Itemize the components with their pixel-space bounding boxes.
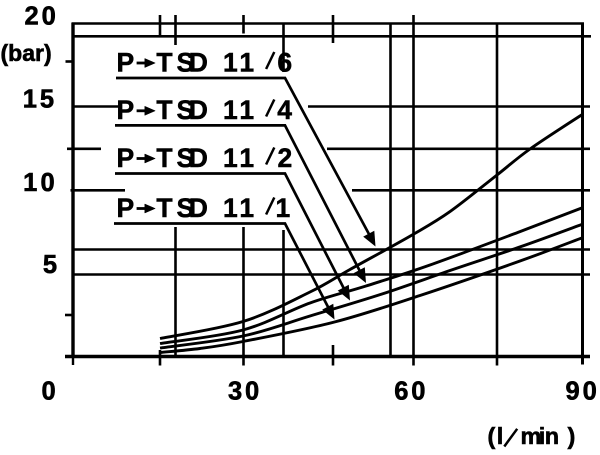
svg-text:1: 1 xyxy=(239,143,254,173)
svg-text:P: P xyxy=(117,48,135,78)
svg-text:l: l xyxy=(497,423,504,449)
svg-text:n: n xyxy=(545,423,559,449)
svg-text:6: 6 xyxy=(277,48,292,78)
svg-text:1: 1 xyxy=(239,48,254,78)
svg-text:2: 2 xyxy=(278,143,293,173)
svg-text:1: 1 xyxy=(223,143,238,173)
svg-text:): ) xyxy=(568,423,576,449)
svg-text:(bar): (bar) xyxy=(1,40,52,66)
svg-text:S: S xyxy=(177,95,195,125)
svg-text:T: T xyxy=(156,143,172,173)
svg-text:30: 30 xyxy=(228,378,262,406)
svg-text:D: D xyxy=(189,193,208,223)
svg-text:T: T xyxy=(156,193,172,223)
svg-text:1: 1 xyxy=(223,48,238,78)
svg-text:P: P xyxy=(117,193,135,223)
svg-text:60: 60 xyxy=(394,378,428,406)
svg-text:1: 1 xyxy=(239,95,254,125)
svg-text:S: S xyxy=(177,48,195,78)
svg-text:(: ( xyxy=(488,423,496,449)
svg-text:20: 20 xyxy=(25,3,59,31)
svg-text:S: S xyxy=(177,143,195,173)
svg-text:P: P xyxy=(117,143,135,173)
svg-text:D: D xyxy=(189,95,208,125)
svg-text:10: 10 xyxy=(23,169,58,197)
svg-text:D: D xyxy=(189,48,208,78)
svg-text:0: 0 xyxy=(42,378,56,406)
svg-text:15: 15 xyxy=(23,86,57,114)
svg-text:1: 1 xyxy=(276,193,291,223)
svg-text:S: S xyxy=(177,193,195,223)
svg-text:90: 90 xyxy=(566,378,600,406)
svg-text:i: i xyxy=(539,423,546,449)
svg-text:D: D xyxy=(189,143,208,173)
svg-text:1: 1 xyxy=(223,193,238,223)
svg-text:T: T xyxy=(156,48,172,78)
svg-text:m: m xyxy=(521,423,542,449)
svg-text:T: T xyxy=(156,95,172,125)
svg-text:1: 1 xyxy=(223,95,238,125)
svg-text:5: 5 xyxy=(43,251,57,279)
svg-text:4: 4 xyxy=(277,95,292,125)
svg-text:P: P xyxy=(117,95,135,125)
svg-text:1: 1 xyxy=(239,193,254,223)
